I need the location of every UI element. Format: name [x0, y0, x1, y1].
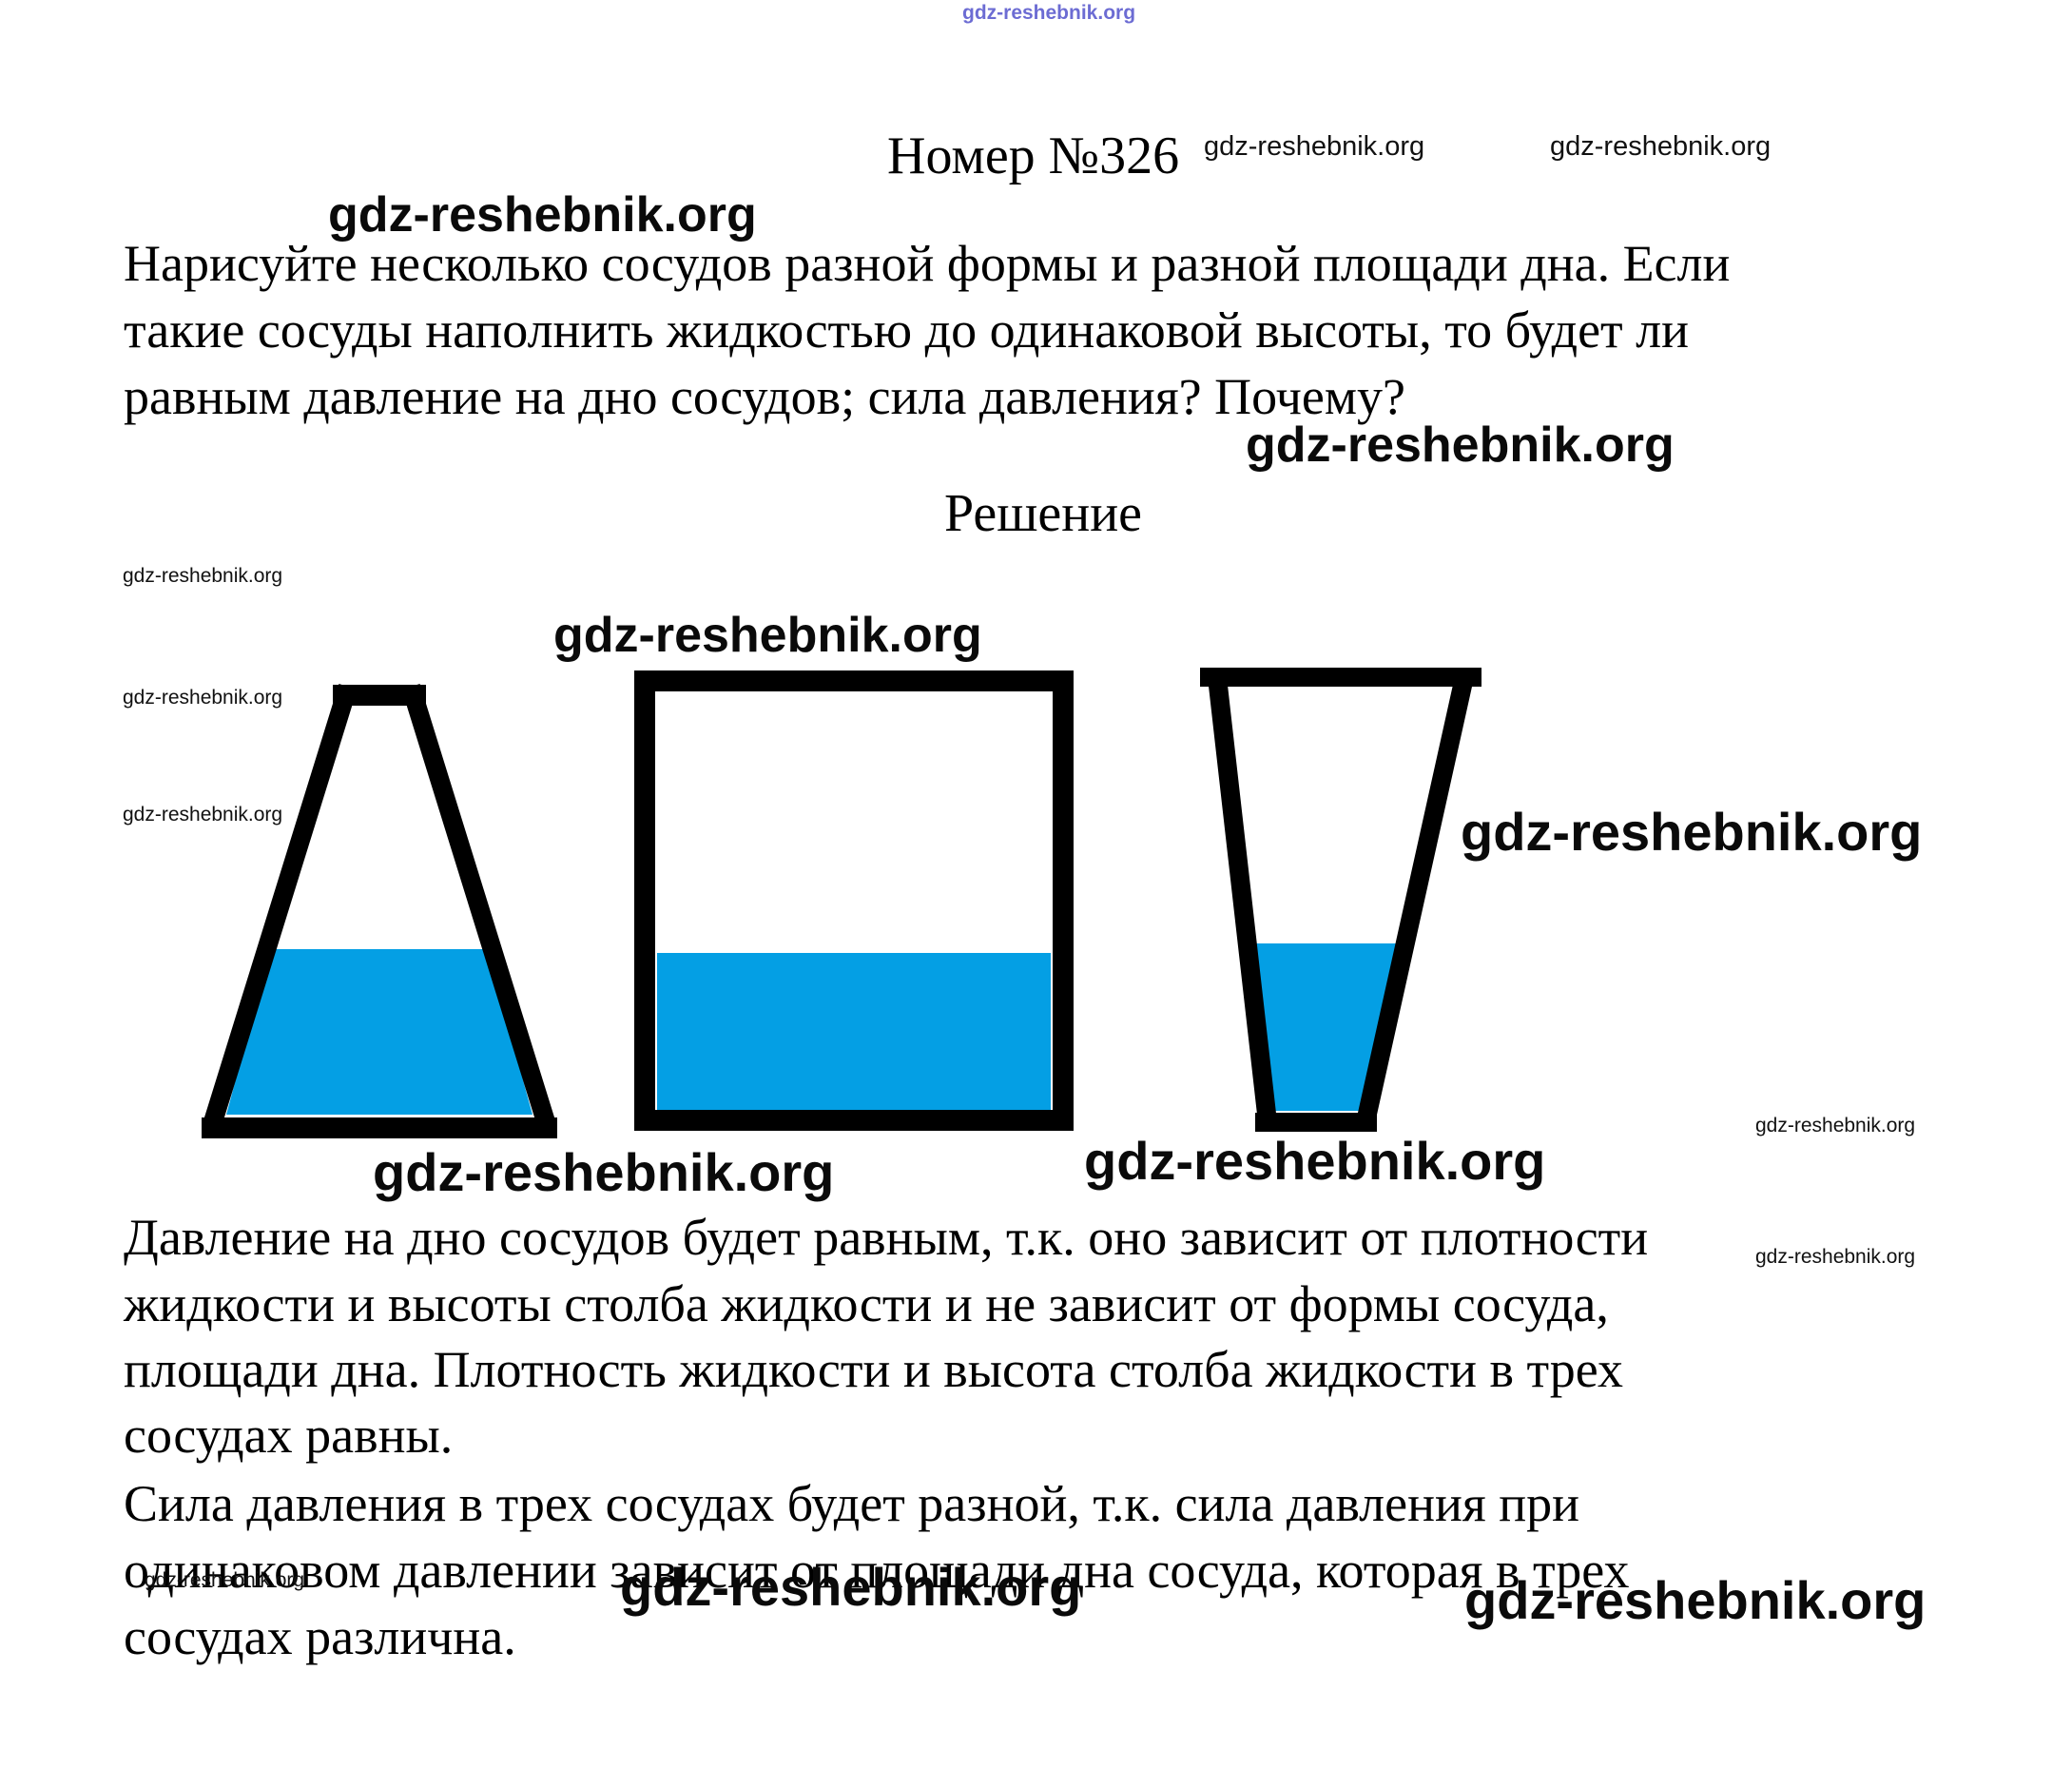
- pressure-answer-line-4: сосудах равны.: [124, 1407, 454, 1464]
- watermark-left-2: gdz-reshebnik.org: [123, 687, 283, 709]
- vessel-inverted-trapezoid: [1200, 668, 1481, 1132]
- watermark-right-small-1: gdz-reshebnik.org: [1755, 1115, 1916, 1137]
- watermark-right-of-vessel: gdz-reshebnik.org: [1461, 802, 1923, 862]
- problem-line-3: равным давление на дно сосудов; сила дав…: [124, 368, 1405, 425]
- watermark-above-middle-vessel: gdz-reshebnik.org: [553, 608, 982, 663]
- watermark-below-vessel-2: gdz-reshebnik.org: [1084, 1131, 1546, 1191]
- problem-line-2: такие сосуды наполнить жидкостью до один…: [124, 301, 1689, 359]
- watermark-left-3: gdz-reshebnik.org: [123, 804, 283, 826]
- inverted-trapezoid-outline: [1208, 674, 1474, 1125]
- watermark-title-superscript: gdz-reshebnik.org: [1204, 131, 1425, 162]
- solution-heading: Решение: [944, 484, 1143, 543]
- pressure-answer-line-2: жидкости и высоты столба жидкости и не з…: [124, 1275, 1609, 1332]
- watermark-right-small-2: gdz-reshebnik.org: [1755, 1246, 1916, 1268]
- watermark-bottom-right: gdz-reshebnik.org: [1464, 1570, 1927, 1630]
- flask-water: [226, 949, 533, 1115]
- force-answer-line-2: одинаковом давлении зависит от площади д…: [124, 1542, 1630, 1599]
- watermark-top-blue: gdz-reshebnik.org: [962, 2, 1136, 24]
- watermark-left-1: gdz-reshebnik.org: [123, 565, 283, 587]
- watermark-bottom-small: gdz-reshebnik.org: [145, 1569, 305, 1591]
- pressure-answer-line-3: площади дна. Плотность жидкости и высота…: [124, 1341, 1624, 1398]
- vessel-flask: [202, 684, 557, 1138]
- problem-line-1: Нарисуйте несколько сосудов разной формы…: [124, 235, 1731, 292]
- watermark-bottom-center: gdz-reshebnik.org: [620, 1557, 1082, 1617]
- page-title: Номер №326: [887, 126, 1180, 185]
- force-answer-line-1: Сила давления в трех сосудах будет разно…: [124, 1475, 1580, 1532]
- watermark-top-right: gdz-reshebnik.org: [1550, 131, 1772, 162]
- pressure-answer-line-1: Давление на дно сосудов будет равным, т.…: [124, 1209, 1649, 1266]
- force-answer-line-3: сосудах различна.: [124, 1608, 516, 1665]
- rectangle-outline: [634, 670, 1074, 1131]
- rectangle-water: [657, 953, 1051, 1110]
- vessel-rectangle: [634, 670, 1074, 1131]
- watermark-above-problem: gdz-reshebnik.org: [328, 187, 757, 243]
- watermark-below-vessel-1: gdz-reshebnik.org: [373, 1142, 835, 1202]
- watermark-mid-right: gdz-reshebnik.org: [1246, 418, 1675, 473]
- inverted-trapezoid-water: [1251, 943, 1402, 1111]
- flask-outline: [202, 684, 557, 1131]
